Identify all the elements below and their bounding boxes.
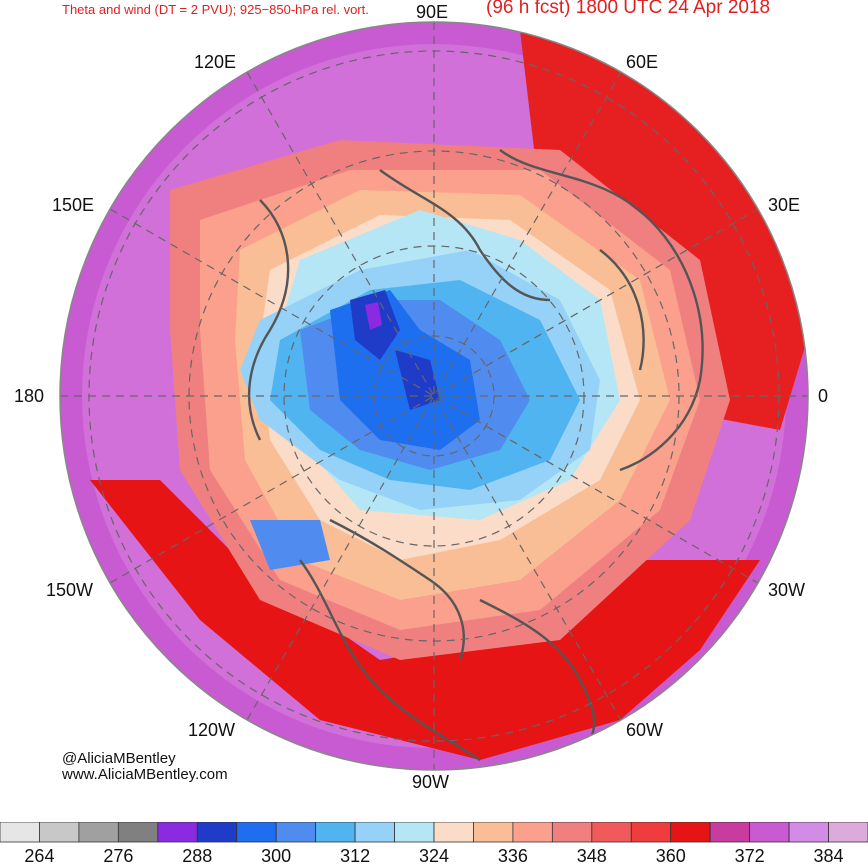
colorbar-swatch: [354, 822, 395, 843]
polar-map: [59, 21, 809, 771]
colorbar-tick-label: 360: [656, 846, 686, 865]
twitter-handle: @AliciaMBentley: [62, 750, 176, 767]
label-30e: 30E: [768, 195, 801, 215]
website-credit: www.AliciaMBentley.com: [62, 766, 228, 783]
colorbar-swatch: [788, 822, 829, 843]
chart-title-left: Theta and wind (DT = 2 PVU); 925−850-hPa…: [62, 2, 369, 17]
colorbar-tick-label: 336: [498, 846, 528, 865]
colorbar-labels: 264 276 288 300 312 324 336 348 360 372 384: [24, 846, 843, 865]
coastlines: [247, 149, 704, 761]
colorbar-tick-label: 300: [261, 846, 291, 865]
colorbar-tick-label: 372: [735, 846, 765, 865]
colorbar-swatch: [828, 822, 868, 843]
colorbar-swatch: [39, 822, 80, 843]
label-90w: 90W: [412, 772, 450, 792]
label-60e: 60E: [626, 52, 659, 72]
colorbar-swatch: [551, 822, 593, 843]
colorbar-swatch: [630, 822, 672, 843]
colorbar-tick-label: 276: [103, 846, 133, 865]
label-120e: 120E: [194, 52, 237, 72]
colorbar-swatch: [709, 822, 751, 843]
label-60w: 60W: [626, 720, 664, 740]
colorbar-swatch: [433, 822, 474, 843]
colorbar-swatch: [512, 822, 553, 843]
label-90e: 90E: [416, 2, 449, 22]
colorbar-tick-label: 324: [419, 846, 449, 865]
colorbar-tick-label: 264: [24, 846, 54, 865]
colorbar-swatch: [0, 822, 40, 843]
colorbar-swatch: [394, 822, 435, 843]
theta-field: [60, 22, 808, 770]
colorbar-swatch: [236, 822, 277, 843]
label-180: 180: [14, 386, 45, 406]
colorbar: 264 276 288 300 312 324 336 348 360 372 384: [0, 822, 868, 865]
colorbar-tick-label: 288: [182, 846, 212, 865]
colorbar-swatch: [591, 822, 632, 843]
colorbar-swatch: [473, 822, 514, 843]
chart-title-right: (96 h fcst) 1800 UTC 24 Apr 2018: [486, 0, 771, 18]
label-150w: 150W: [46, 580, 94, 600]
colorbar-swatch: [275, 822, 317, 843]
colorbar-swatch: [196, 822, 238, 843]
colorbar-tick-label: 384: [814, 846, 844, 865]
colorbar-tick-label: 312: [340, 846, 370, 865]
label-120w: 120W: [188, 720, 236, 740]
graticule: [60, 22, 808, 770]
map-border: [59, 21, 809, 771]
colorbar-tick-label: 348: [577, 846, 607, 865]
colorbar-swatch: [749, 822, 790, 843]
colorbar-swatch: [157, 822, 198, 843]
colorbar-swatch: [117, 822, 159, 843]
colorbar-swatches: [0, 822, 868, 843]
colorbar-swatch: [315, 822, 356, 843]
label-0: 0: [818, 386, 829, 406]
label-30w: 30W: [768, 580, 806, 600]
label-150e: 150E: [52, 195, 95, 215]
colorbar-swatch: [670, 822, 711, 843]
colorbar-swatch: [78, 822, 119, 843]
